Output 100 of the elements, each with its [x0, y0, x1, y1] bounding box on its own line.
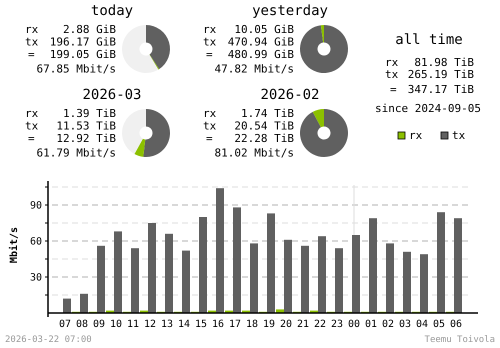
donut-slice — [312, 109, 324, 128]
bar — [131, 248, 139, 313]
x-tick-label: 04 — [416, 319, 428, 330]
text: tx — [203, 120, 217, 132]
bar — [437, 212, 445, 313]
text: tx — [25, 120, 39, 132]
text: 81.02 Mbit/s — [214, 146, 294, 160]
x-tick-label: 12 — [144, 319, 156, 330]
text: 10.05 GiB — [234, 23, 294, 36]
bar — [420, 254, 428, 313]
x-tick-label: 17 — [228, 319, 242, 330]
text: rx — [25, 107, 39, 120]
text: tx — [385, 68, 399, 81]
text: tx — [25, 36, 39, 48]
bar — [267, 213, 275, 313]
bar — [403, 252, 411, 313]
x-tick-label: 20 — [280, 319, 292, 330]
text: = — [206, 132, 213, 145]
text: 265.19 TiB — [408, 68, 474, 81]
donut-slice — [300, 109, 348, 157]
bar — [165, 234, 173, 313]
text: = — [390, 83, 397, 96]
x-tick-label: 09 — [92, 319, 106, 330]
text: tx — [203, 36, 217, 48]
x-tick-label: 21 — [296, 319, 310, 330]
x-tick-label: 23 — [330, 319, 344, 330]
bar — [454, 218, 462, 313]
text: = — [28, 48, 35, 61]
text: rx — [25, 23, 39, 36]
bar — [284, 240, 292, 313]
bar — [114, 231, 122, 313]
x-tick-label: 00 — [348, 319, 360, 330]
donut-slice — [149, 54, 160, 70]
text: 2.88 GiB — [63, 23, 116, 36]
bar — [148, 223, 156, 313]
text: 67.85 Mbit/s — [36, 62, 116, 76]
bar — [182, 250, 190, 313]
bar — [63, 298, 71, 313]
text: Teemu Toivola — [424, 335, 495, 345]
x-tick-label: 18 — [246, 319, 258, 330]
bar — [216, 188, 224, 313]
text: 20.54 TiB — [234, 120, 294, 132]
text: 11.53 TiB — [56, 120, 116, 132]
y-tick-label: 90 — [30, 200, 42, 212]
bar — [233, 207, 241, 313]
bar — [386, 243, 394, 313]
text: 1.39 TiB — [63, 107, 116, 120]
text: rx — [385, 56, 399, 69]
donut-slice — [300, 25, 348, 73]
x-tick-label: 10 — [110, 319, 122, 330]
y-axis-title: Mbit/s — [8, 226, 20, 264]
x-tick-label: 13 — [160, 319, 174, 330]
donut-slice — [143, 109, 170, 157]
x-tick-label: 15 — [194, 319, 208, 330]
text: 196.17 GiB — [50, 36, 116, 48]
bar — [80, 294, 88, 313]
x-tick-label: 11 — [126, 319, 140, 330]
bar — [97, 246, 105, 313]
x-tick-label: 22 — [314, 319, 326, 330]
text: 81.98 TiB — [414, 56, 474, 69]
chart-title: today — [90, 3, 134, 19]
bar — [199, 217, 207, 313]
text: 47.82 Mbit/s — [214, 62, 294, 76]
y-tick-label: 30 — [30, 272, 42, 284]
legend-label: tx — [452, 129, 466, 142]
x-tick-label: 16 — [212, 319, 224, 330]
bar — [318, 236, 326, 313]
text: all time — [395, 32, 463, 48]
chart-title: 2026-03 — [82, 87, 142, 103]
y-tick-label: 60 — [30, 236, 42, 248]
bar — [250, 243, 258, 313]
text: = — [206, 48, 213, 61]
donut-slice — [320, 25, 324, 43]
x-tick-label: 02 — [382, 319, 394, 330]
text: 199.05 GiB — [50, 48, 116, 61]
text: since 2024-09-05 — [375, 102, 481, 115]
donut-slice — [134, 138, 146, 157]
text: 61.79 Mbit/s — [36, 146, 116, 160]
text: 1.74 TiB — [241, 107, 294, 120]
text: rx — [203, 107, 217, 120]
donut-slice — [122, 25, 158, 73]
chart-title: yesterday — [252, 3, 328, 19]
x-tick-label: 14 — [178, 319, 190, 330]
donut-slice — [122, 109, 146, 154]
x-tick-label: 06 — [450, 319, 462, 330]
donut-slice — [146, 25, 170, 70]
text: 12.92 TiB — [56, 132, 116, 145]
x-tick-label: 08 — [76, 319, 88, 330]
bar — [301, 246, 309, 313]
x-tick-label: 05 — [432, 319, 446, 330]
text: 347.17 TiB — [408, 83, 474, 96]
text: 470.94 GiB — [228, 36, 294, 48]
text: 480.99 GiB — [228, 48, 294, 61]
legend-label: rx — [409, 129, 423, 142]
bar — [335, 248, 343, 313]
chart-title: 2026-02 — [260, 87, 320, 103]
bar — [352, 235, 360, 313]
x-tick-label: 07 — [58, 319, 72, 330]
bar — [369, 218, 377, 313]
x-tick-label: 03 — [398, 319, 412, 330]
